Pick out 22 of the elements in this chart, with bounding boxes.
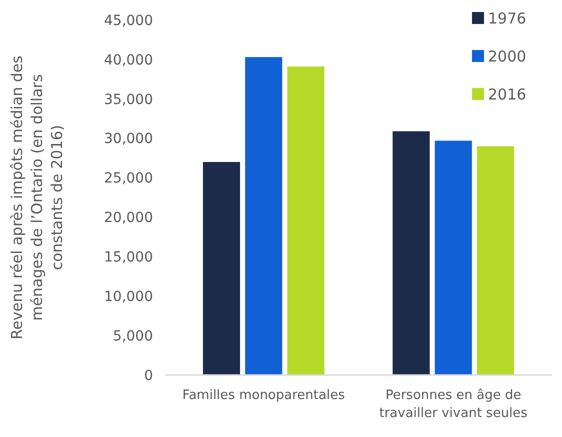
bar [476,146,514,375]
bar [202,162,240,375]
y-tick-label: 10,000 [104,289,153,306]
bar [245,57,282,375]
legend-label: 1976 [488,9,526,28]
x-tick-label: Familles monoparentales [182,388,346,403]
y-tick-label: 0 [144,368,153,384]
bar [434,140,472,375]
legend-label: 2000 [488,47,526,66]
bar [287,66,324,375]
legend-label: 2016 [488,85,526,104]
y-tick-label: 25,000 [104,170,153,187]
y-tick-label: 45,000 [104,12,153,29]
y-axis-title: Revenu réel après impôts médian des ménages de l’Ontario (en dollars constants de 2016) [8,55,66,340]
y-tick-label: 30,000 [104,131,153,148]
x-tick-label: Personnes en âge de travailler vivant seules [379,388,528,421]
y-tick-label: 5,000 [112,328,153,344]
y-tick-label: 40,000 [104,52,153,68]
y-tick-label: 20,000 [104,210,153,226]
bar [392,131,430,375]
y-tick-label: 35,000 [104,92,153,108]
y-tick-label: 15,000 [104,250,153,266]
